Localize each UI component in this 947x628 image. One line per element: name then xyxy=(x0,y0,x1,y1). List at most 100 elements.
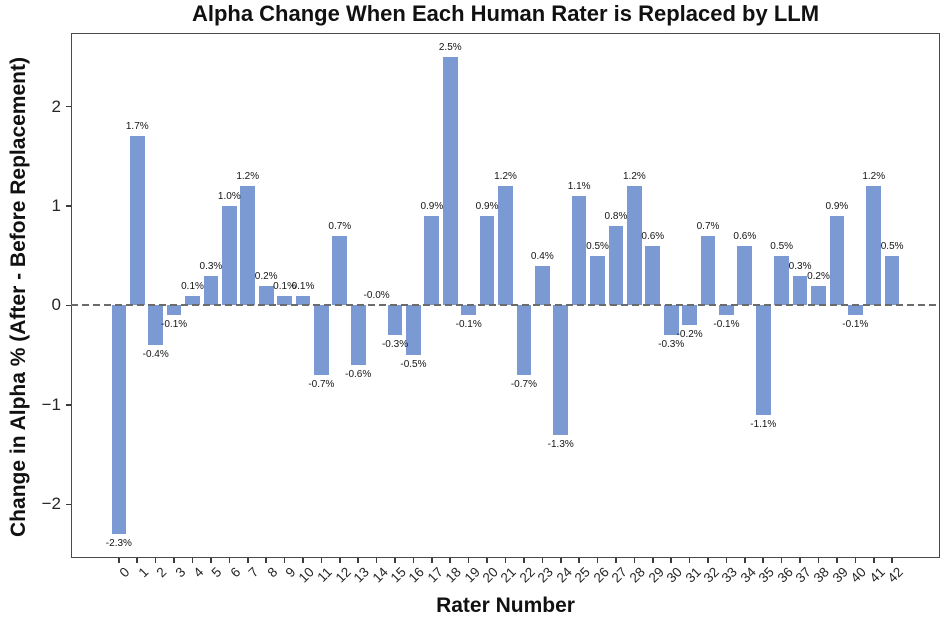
bar xyxy=(498,186,513,306)
x-tick-mark xyxy=(191,558,194,563)
bar-value-label: 0.6% xyxy=(733,230,757,242)
bar-value-label: -0.1% xyxy=(455,319,482,331)
x-tick-mark xyxy=(136,558,139,563)
x-tick-mark xyxy=(118,558,120,563)
bar-value-label: 0.9% xyxy=(475,200,499,212)
x-tick-mark xyxy=(615,558,617,563)
bar-value-label: 0.3% xyxy=(788,260,812,272)
bar xyxy=(847,305,863,316)
bar xyxy=(240,186,256,306)
bar-value-label: 0.8% xyxy=(604,210,628,222)
bar-value-label: 0.1% xyxy=(181,280,204,292)
x-tick-mark xyxy=(339,558,341,563)
bar-value-label: -0.0% xyxy=(363,290,390,302)
y-tick-label: 0 xyxy=(51,295,61,315)
x-tick-mark xyxy=(725,558,728,563)
bar-value-label: -0.6% xyxy=(345,369,372,381)
x-tick-mark xyxy=(559,558,562,563)
y-tick-label: 2 xyxy=(51,96,61,116)
x-tick-label: 2 xyxy=(153,564,170,581)
y-tick-label: 1 xyxy=(51,196,61,215)
bar-value-label: -0.1% xyxy=(713,319,740,331)
bar xyxy=(406,305,421,356)
bar-value-label: -2.3% xyxy=(105,538,132,550)
bar xyxy=(350,305,366,366)
x-tick-mark xyxy=(302,558,304,563)
bar xyxy=(774,255,790,306)
bar xyxy=(737,245,753,306)
x-tick-mark xyxy=(467,558,470,563)
bar xyxy=(627,186,642,306)
bar xyxy=(829,215,845,306)
x-tick-label: 25 xyxy=(571,564,594,586)
bar xyxy=(314,305,329,376)
bar xyxy=(442,56,458,306)
x-tick-mark xyxy=(670,558,672,563)
x-tick-mark xyxy=(412,558,415,563)
bar xyxy=(111,305,127,535)
bar xyxy=(663,305,679,336)
x-tick-mark xyxy=(836,558,838,563)
bar xyxy=(590,255,605,306)
bar-value-label: -0.3% xyxy=(381,339,409,351)
bar-value-label: 1.2% xyxy=(862,171,886,183)
x-tick-label: 3 xyxy=(172,564,189,581)
x-tick-label: 1 xyxy=(135,564,152,581)
bar-value-label: -0.1% xyxy=(842,319,869,331)
bar-value-label: 0.2% xyxy=(254,270,278,282)
bar-value-label: -1.3% xyxy=(547,438,574,450)
x-tick-mark xyxy=(651,558,654,563)
x-tick-mark xyxy=(688,558,691,563)
bar-value-label: 1.0% xyxy=(217,191,241,202)
bar-value-label: 1.2% xyxy=(622,171,646,183)
x-tick-mark xyxy=(817,558,820,563)
bar xyxy=(682,305,697,326)
x-tick-mark xyxy=(246,558,249,563)
bar xyxy=(258,285,274,306)
x-tick-label: 8 xyxy=(264,564,281,581)
x-tick-label: 7 xyxy=(245,564,262,581)
bar xyxy=(755,305,771,415)
x-tick-mark xyxy=(357,558,359,563)
bar xyxy=(719,305,734,316)
x-tick-mark xyxy=(633,558,636,563)
x-tick-label: 5 xyxy=(208,564,225,581)
bar xyxy=(277,295,292,306)
bar-value-label: 1.2% xyxy=(236,171,260,183)
bar-value-label: 0.9% xyxy=(420,200,444,212)
x-tick-mark xyxy=(283,558,286,563)
bar-value-label: -0.4% xyxy=(142,349,169,361)
x-tick-label: 6 xyxy=(227,564,244,581)
x-tick-mark xyxy=(154,558,157,563)
x-tick-label: 10 xyxy=(295,564,317,586)
x-tick-mark xyxy=(449,558,452,563)
x-tick-label: 30 xyxy=(663,564,686,586)
y-tick-mark xyxy=(66,205,71,207)
bar xyxy=(479,215,495,306)
bar-value-label: 0.5% xyxy=(586,240,609,252)
bar xyxy=(129,136,145,306)
x-tick-mark xyxy=(173,558,175,563)
bar xyxy=(866,186,882,306)
bar-value-label: -1.1% xyxy=(750,418,777,430)
bar-value-label: 2.5% xyxy=(438,41,462,53)
bar xyxy=(516,305,532,376)
y-tick-mark xyxy=(66,304,71,307)
zero-line xyxy=(71,304,940,307)
x-tick-mark xyxy=(431,558,433,563)
bar-value-label: 0.5% xyxy=(880,240,904,252)
bar-value-label: 0.2% xyxy=(807,270,830,282)
x-axis-label: Rater Number xyxy=(436,594,575,617)
x-tick-mark xyxy=(486,558,488,563)
x-tick-mark xyxy=(854,558,857,563)
y-tick-mark xyxy=(66,404,71,406)
bar xyxy=(792,275,808,306)
x-tick-mark xyxy=(320,558,323,563)
bar-value-label: -0.7% xyxy=(510,379,537,391)
x-tick-mark xyxy=(504,558,507,563)
x-tick-mark xyxy=(744,558,746,563)
y-tick-mark xyxy=(66,503,71,506)
x-tick-mark xyxy=(375,558,378,563)
bar-value-label: 0.1% xyxy=(291,280,315,292)
